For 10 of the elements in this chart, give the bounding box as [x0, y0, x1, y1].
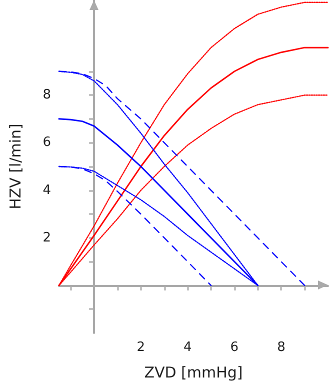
y-tick-label: 4 [42, 182, 51, 198]
y-tick-label: 6 [42, 135, 51, 150]
x-tick-label: 2 [136, 340, 146, 355]
x-tick-label: 8 [277, 340, 286, 355]
y-tick-label: 8 [42, 88, 51, 103]
x-axis-title: ZVD [mmHg] [144, 364, 243, 382]
y-axis-title: HZV [l/min] [6, 124, 24, 210]
x-tick-label: 4 [184, 340, 192, 355]
x-tick-label: 6 [230, 340, 239, 355]
y-tick-label: 2 [42, 230, 51, 246]
